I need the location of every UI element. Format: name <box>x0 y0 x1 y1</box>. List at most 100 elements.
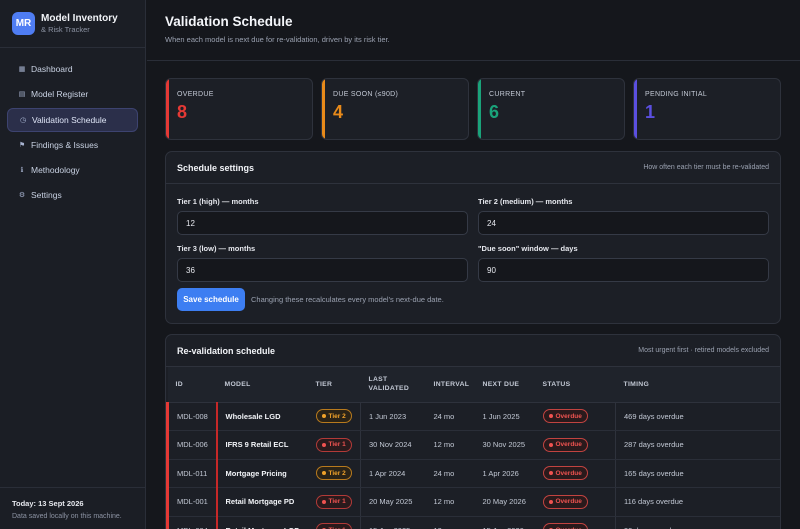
cell-last-validated: 15 Jun 2025 <box>360 516 426 529</box>
status-badge: Overdue <box>542 437 588 452</box>
schedule-note: Most urgent first · retired models exclu… <box>638 347 769 354</box>
cell-timing: 165 days overdue <box>615 459 780 488</box>
sidebar-item-validation-schedule[interactable]: ◷ Validation Schedule <box>7 107 138 132</box>
table-row[interactable]: MDL-011 Mortgage Pricing Tier 2 1 Apr 2024 2… <box>166 459 780 488</box>
status-dot-icon <box>548 442 553 447</box>
column-header-next-due[interactable]: NEXT DUE <box>474 367 535 403</box>
table-row[interactable]: MDL-004Retail Mortgage LGD Tier 1 15 Jun 2… <box>166 516 780 529</box>
settings-note: How often each tier must be re-validated <box>643 164 769 171</box>
cell-next-due: 1 Apr 2026 <box>474 459 535 488</box>
cell-id: MDL-004 <box>166 516 217 529</box>
flag-icon: ⚑ <box>18 141 26 149</box>
status-badge-text: Overdue <box>555 441 582 449</box>
tier2-field: Tier 2 (medium) — months <box>478 197 769 235</box>
status-dot-icon <box>548 499 553 504</box>
tier2-months-input[interactable] <box>478 211 769 235</box>
cell-tier: Tier 1 <box>307 516 361 529</box>
cell-tier: Tier 1 <box>307 430 361 460</box>
stat-label: OVERDUE <box>177 91 214 98</box>
tier-badge: Tier 2 <box>315 466 352 481</box>
tier1-label: Tier 1 (high) — months <box>177 197 259 206</box>
brand-logo: MR <box>12 12 35 35</box>
column-header-id[interactable]: ID <box>167 367 217 403</box>
stat-card-overdue: OVERDUE 8 <box>165 78 313 140</box>
tier-badge-text: Tier 1 <box>328 441 346 449</box>
stat-value: 6 <box>489 102 500 122</box>
stat-value: 4 <box>333 102 344 122</box>
cell-last-validated: 20 May 2025 <box>360 487 426 517</box>
cell-last-validated: 1 Apr 2024 <box>360 459 426 488</box>
cell-timing: 469 days overdue <box>615 402 780 431</box>
cell-status: Overdue <box>534 516 616 529</box>
column-header-tier[interactable]: TIER <box>307 367 361 403</box>
clock-icon: ◷ <box>19 116 27 124</box>
sidebar-item-model-register[interactable]: ▤ Model Register <box>7 82 138 106</box>
status-dot-icon <box>321 414 326 419</box>
tier1-field: Tier 1 (high) — months <box>177 197 468 235</box>
schedule-title: Re-validation schedule <box>177 345 276 356</box>
table-row[interactable]: MDL-008 Wholesale LGD Tier 2 1 Jun 2023 24 m… <box>166 402 780 431</box>
cell-last-validated: 30 Nov 2024 <box>360 430 426 460</box>
status-dot-icon <box>548 414 553 419</box>
sidebar-item-settings[interactable]: ⚙ Settings <box>7 183 138 207</box>
cell-last-validated: 1 Jun 2023 <box>360 402 426 431</box>
cell-model: IFRS 9 Retail ECL <box>215 430 308 460</box>
cell-next-due: 20 May 2026 <box>474 487 535 517</box>
due-soon-field: "Due soon" window — days <box>478 244 769 282</box>
status-dot-icon <box>321 499 326 504</box>
tier-badge: Tier 1 <box>315 523 352 529</box>
page-header: Validation Schedule When each model is n… <box>147 0 800 61</box>
status-badge-text: Overdue <box>555 412 582 420</box>
stat-value: 8 <box>177 102 188 122</box>
column-header-timing[interactable]: TIMING <box>615 367 780 403</box>
cell-next-due: 15 Jun 2026 <box>474 516 535 529</box>
column-header-interval[interactable]: INTERVAL <box>425 367 475 403</box>
cell-next-due: 1 Jun 2025 <box>474 402 535 431</box>
status-badge-text: Overdue <box>555 498 582 506</box>
save-status: Data saved locally on this machine. <box>12 513 122 520</box>
tier3-field: Tier 3 (low) — months <box>177 244 468 282</box>
tier-badge-text: Tier 1 <box>329 527 346 529</box>
brand-title: Model Inventory <box>41 12 118 24</box>
cell-interval: 12 mo <box>425 516 475 529</box>
stat-card-current: CURRENT 6 <box>477 78 625 140</box>
stat-label: CURRENT <box>489 91 526 98</box>
sidebar-item-dashboard[interactable]: ▦ Dashboard <box>7 57 138 81</box>
sidebar-item-label: Methodology <box>31 165 80 176</box>
cell-model: Mortgage Pricing <box>215 459 308 488</box>
tier3-label: Tier 3 (low) — months <box>177 244 256 253</box>
cell-interval: 12 mo <box>425 487 475 517</box>
table-row[interactable]: MDL-001 Retail Mortgage PD Tier 1 20 May 20… <box>166 487 780 517</box>
save-hint: Changing these recalculates every model'… <box>251 295 444 304</box>
main-content: Validation Schedule When each model is n… <box>147 0 800 529</box>
settings-title: Schedule settings <box>177 162 255 173</box>
sidebar-item-findings-issues[interactable]: ⚑ Findings & Issues <box>7 133 138 157</box>
cell-timing: 90 days overdue <box>615 516 780 529</box>
status-badge-text: Overdue <box>556 527 582 529</box>
tier-badge-text: Tier 2 <box>328 412 346 420</box>
tier1-months-input[interactable] <box>177 211 468 235</box>
table-row[interactable]: MDL-006 IFRS 9 Retail ECL Tier 1 30 Nov 202… <box>166 430 780 460</box>
cell-tier: Tier 2 <box>307 459 361 488</box>
revalidation-schedule-card: Re-validation schedule Most urgent first… <box>165 334 781 529</box>
column-header-status[interactable]: STATUS <box>534 367 616 403</box>
column-header-last-validated[interactable]: LAST VALIDATED <box>360 367 426 403</box>
status-badge: Overdue <box>542 494 588 509</box>
tier-badge: Tier 1 <box>315 437 352 452</box>
tier-badge: Tier 2 <box>315 409 352 424</box>
sidebar-item-methodology[interactable]: ℹ Methodology <box>7 158 138 182</box>
stat-label: PENDING INITIAL <box>645 91 708 98</box>
due-soon-days-input[interactable] <box>478 258 769 282</box>
cell-model: Retail Mortgage PD <box>215 487 308 517</box>
sidebar-item-label: Validation Schedule <box>32 114 107 125</box>
page-title: Validation Schedule <box>165 14 293 29</box>
tier3-months-input[interactable] <box>177 258 468 282</box>
save-schedule-button[interactable]: Save schedule <box>177 288 245 311</box>
due-soon-label: "Due soon" window — days <box>478 244 578 253</box>
cell-tier: Tier 1 <box>307 487 361 517</box>
column-header-model[interactable]: MODEL <box>216 367 308 403</box>
sidebar-nav: ▦ Dashboard ▤ Model Register ◷ Validation Sch… <box>0 48 145 207</box>
sidebar-item-label: Dashboard <box>31 64 73 74</box>
stat-card-pending: PENDING INITIAL 1 <box>633 78 781 140</box>
page-subtitle: When each model is next due for re-valid… <box>165 35 390 44</box>
